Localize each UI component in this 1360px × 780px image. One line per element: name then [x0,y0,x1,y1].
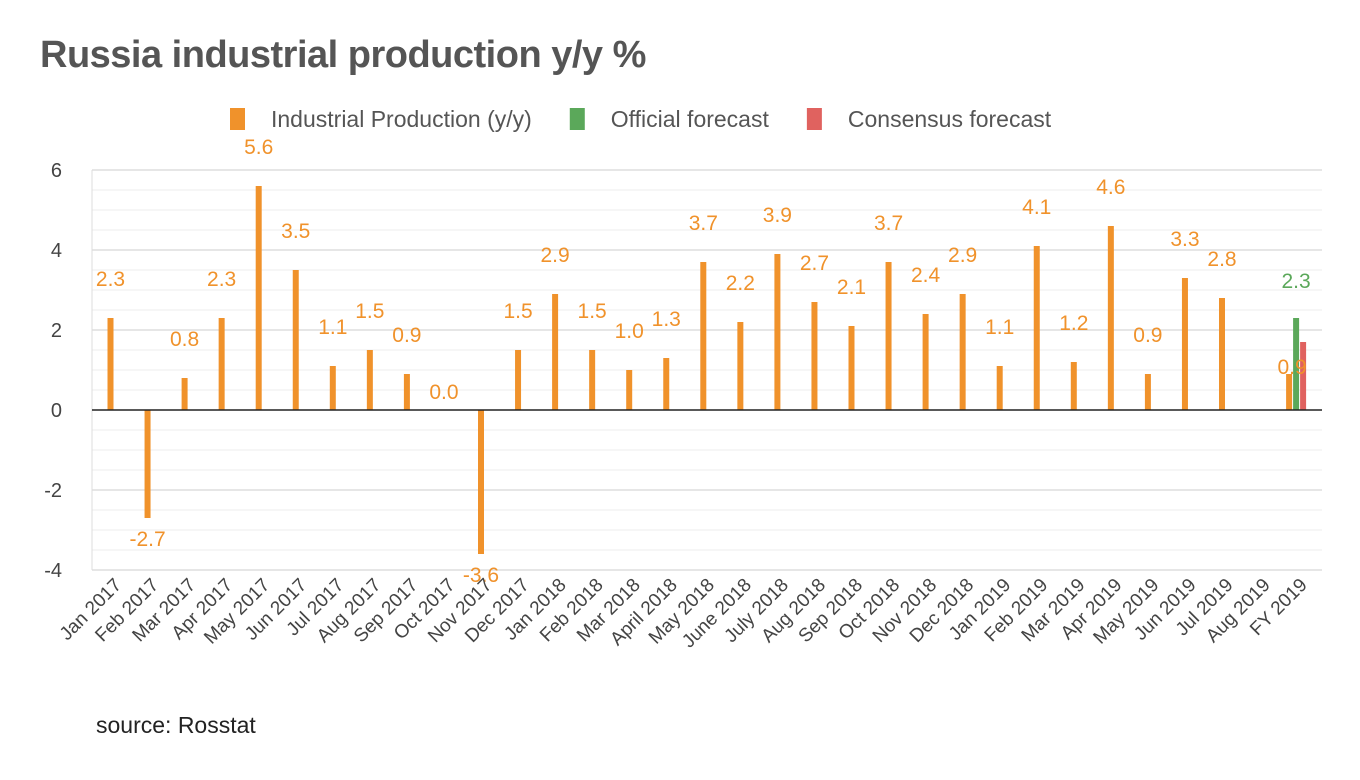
bar [478,410,484,554]
bar [848,326,855,410]
bar [737,322,744,410]
data-label: 0.9 [1277,356,1306,379]
data-label: 1.1 [318,316,347,339]
data-label: 2.9 [540,244,569,267]
data-label: 2.3 [207,268,236,291]
bar [1300,342,1307,410]
data-label: 4.1 [1022,196,1051,219]
data-label: 0.8 [170,328,199,351]
data-label: 2.8 [1207,248,1236,271]
legend-label: Industrial Production (y/y) [271,106,532,132]
legend-label: Official forecast [611,106,770,132]
y-tick-label: 2 [51,320,62,342]
bar [181,378,188,410]
bar [515,350,522,410]
bar [366,350,373,410]
bar [1107,226,1114,410]
y-tick-label: 6 [51,160,62,182]
bar [885,262,892,410]
bar [663,358,670,410]
bar [1070,362,1077,410]
data-label: 2.9 [948,244,977,267]
y-tick-label: -4 [44,560,62,582]
data-label: 2.7 [800,252,829,275]
data-label: 2.3 [96,268,125,291]
bar [329,366,336,410]
bar [774,254,781,410]
bar [700,262,707,410]
legend-label: Consensus forecast [848,106,1052,132]
data-label: -3.6 [463,564,499,587]
bar [589,350,596,410]
legend-swatch [569,108,585,130]
data-label: 2.4 [911,264,941,287]
bar [552,294,559,410]
data-label: 5.6 [244,136,273,159]
chart-title: Russia industrial production y/y % [40,34,646,76]
data-label: 1.0 [615,320,644,343]
bar [1033,246,1040,410]
y-tick-label: 4 [51,240,62,262]
data-label: 4.6 [1096,176,1125,199]
bar [996,366,1003,410]
data-label: 1.1 [985,316,1014,339]
bar [922,314,929,410]
legend-swatch [230,108,245,130]
data-label: 3.7 [689,212,718,235]
bar [959,294,966,410]
data-label: 3.5 [281,220,310,243]
source-note: source: Rosstat [96,712,256,738]
bar [1219,298,1225,410]
data-label: 3.9 [763,204,792,227]
data-label: -2.7 [129,528,165,551]
bar [626,370,633,410]
y-tick-label: -2 [44,480,62,502]
data-label: 3.3 [1170,228,1199,251]
bar [107,318,114,410]
bar [1286,374,1293,410]
data-label: 1.5 [578,300,607,323]
data-label: 2.2 [726,272,755,295]
data-label: 1.2 [1059,312,1088,335]
bar [403,374,410,410]
y-tick-label: 0 [51,400,62,422]
data-label: 0.9 [1133,324,1162,347]
data-label: 2.3 [1281,270,1310,293]
bar [1144,374,1151,410]
data-label: 1.5 [355,300,384,323]
bar [292,270,299,410]
legend-swatch [806,108,822,130]
bar [144,410,151,518]
data-label: 3.7 [874,212,903,235]
bar [811,302,818,410]
data-label: 1.3 [652,308,681,331]
bar [218,318,225,410]
bar [255,186,262,410]
bar [1181,278,1188,410]
data-label: 0.9 [392,324,421,347]
data-label: 0.0 [429,381,458,404]
data-label: 1.5 [503,300,532,323]
bar [1293,318,1300,410]
data-label: 2.1 [837,276,866,299]
